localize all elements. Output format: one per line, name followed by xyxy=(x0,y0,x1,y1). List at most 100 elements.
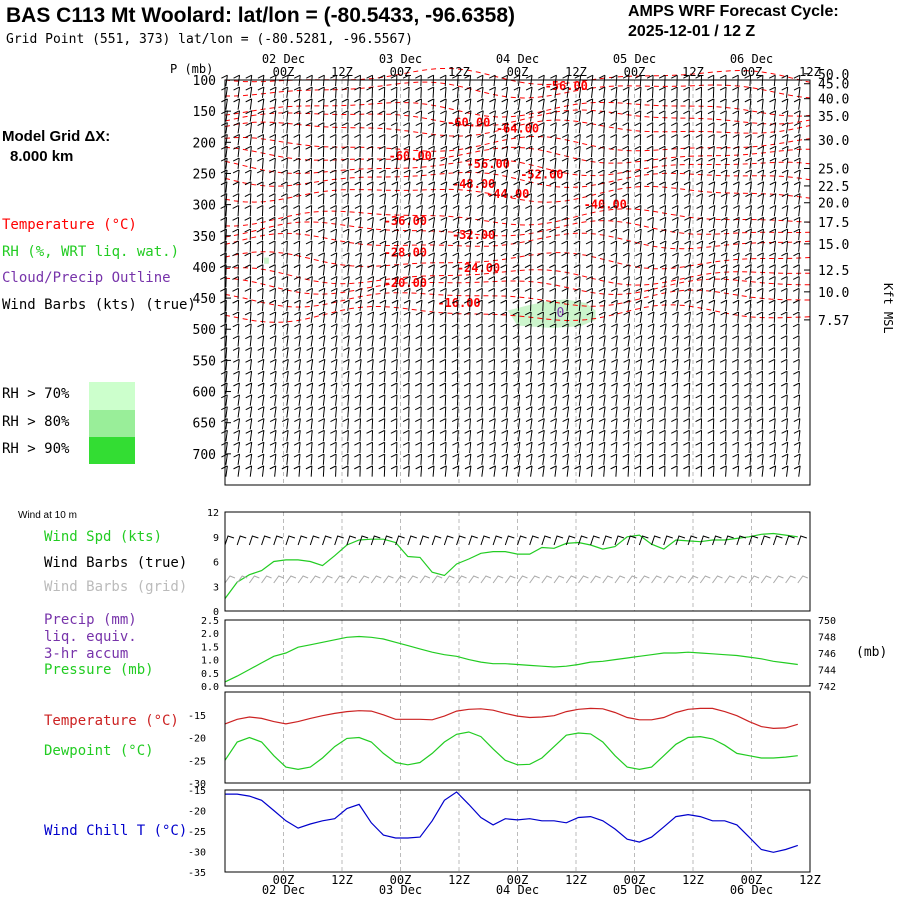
wind-barb xyxy=(501,465,509,477)
wind-barb-grid xyxy=(590,575,601,584)
legend-rh90-label: RH > 90% xyxy=(2,441,70,457)
wind-barb xyxy=(367,311,375,323)
wind-barb xyxy=(744,406,751,418)
legend-cloud: Cloud/Precip Outline xyxy=(2,270,171,286)
wind-barb xyxy=(256,193,264,205)
wind-barb xyxy=(269,406,277,418)
wind-barb xyxy=(646,193,654,205)
wind-barb xyxy=(756,394,764,406)
wind-barb-true xyxy=(699,535,710,546)
wind-barb xyxy=(610,418,618,430)
wind-barb xyxy=(537,465,545,477)
pressure-tick: 750 xyxy=(818,616,836,627)
wind-barb xyxy=(536,252,544,264)
wind-barb xyxy=(769,465,777,477)
wind-barb xyxy=(573,169,581,181)
wind-barb xyxy=(330,74,337,87)
wind-barb xyxy=(585,193,593,205)
wind-barb xyxy=(671,323,679,335)
pressure-tick-label: 700 xyxy=(193,448,216,463)
wind-barb xyxy=(683,145,691,158)
wind-barb xyxy=(281,335,289,347)
wind-barb xyxy=(379,299,387,311)
wind-barb xyxy=(634,157,642,169)
temperature-contour-label: -24.00 xyxy=(457,261,500,275)
wind-barb xyxy=(354,98,361,110)
wind-barb xyxy=(719,441,727,454)
wind-barb xyxy=(306,264,313,276)
wind-barb xyxy=(281,122,289,134)
wind-barb xyxy=(659,335,667,347)
wind-barb xyxy=(501,86,509,98)
wind-barb xyxy=(585,240,593,252)
wind-barb xyxy=(378,453,386,465)
wind-barb xyxy=(476,418,484,430)
wind-barb xyxy=(305,193,313,205)
wind-barb xyxy=(452,276,459,288)
wind-barb xyxy=(793,86,801,98)
wind-barb xyxy=(378,465,386,477)
temperature-contour-label: -56.00 xyxy=(467,157,510,171)
wind-barb xyxy=(562,441,570,454)
precip-tick: 2.5 xyxy=(201,616,219,627)
top-hour-label: 12Z xyxy=(331,65,353,79)
wind-barb xyxy=(330,429,337,442)
wind-barb xyxy=(342,370,350,383)
wind-barb xyxy=(257,382,265,394)
wind-barb xyxy=(281,453,289,465)
wind-barb xyxy=(671,394,679,406)
wind-barb xyxy=(354,133,361,146)
wind-barb xyxy=(233,429,241,442)
wind-barb xyxy=(793,382,800,394)
wind-barb xyxy=(781,98,789,110)
wind-barb xyxy=(439,287,447,300)
wind-barb xyxy=(318,347,326,359)
wind-barb xyxy=(439,370,447,382)
wind-barb-grid xyxy=(773,575,784,584)
wind-barb xyxy=(708,264,716,276)
wind-barb xyxy=(244,193,252,205)
wind-barb xyxy=(245,335,252,347)
wind-barb xyxy=(537,216,544,229)
temperature-line xyxy=(224,707,798,730)
wind-barb xyxy=(635,252,642,264)
temperature-contour-label: -52.00 xyxy=(520,168,563,182)
wind-barb xyxy=(670,453,678,465)
wind-barb xyxy=(659,240,667,252)
wind-barb-true xyxy=(517,535,527,546)
wind-barb xyxy=(671,240,679,252)
wind-barb xyxy=(611,335,618,347)
panel-frame-p2 xyxy=(224,511,811,612)
wind-barb xyxy=(488,216,496,229)
wind-barb xyxy=(708,240,716,252)
wind-barb xyxy=(537,394,545,406)
wind-barb xyxy=(538,453,545,465)
label-precip-line1: Precip (mm) xyxy=(44,612,137,628)
wind-barb xyxy=(501,193,508,205)
wind-barb xyxy=(513,98,521,110)
wind-barb xyxy=(391,264,399,276)
wind-barb xyxy=(684,299,691,311)
wind-barb xyxy=(524,299,532,311)
wind-barb xyxy=(427,465,435,477)
wind-barb xyxy=(780,335,788,347)
wind-barb xyxy=(500,347,508,359)
wind-barb xyxy=(355,323,362,335)
wind-barb xyxy=(341,157,349,169)
wind-barb xyxy=(634,98,642,110)
wind-barb xyxy=(329,98,337,110)
wind-barb xyxy=(597,181,605,193)
wind-barb xyxy=(658,110,666,122)
wind-barb xyxy=(330,441,337,454)
wind-barb-true xyxy=(236,535,247,546)
wind-barb xyxy=(537,181,545,193)
wind-barb xyxy=(707,98,715,110)
wind-barb xyxy=(756,264,764,276)
wind-barb xyxy=(659,193,666,205)
wind-barb xyxy=(585,181,593,193)
wind-barb xyxy=(464,252,472,264)
wind-barb xyxy=(464,418,471,430)
wind-barb xyxy=(403,240,411,252)
wind-barb xyxy=(525,110,533,122)
wind-barb xyxy=(452,252,460,264)
